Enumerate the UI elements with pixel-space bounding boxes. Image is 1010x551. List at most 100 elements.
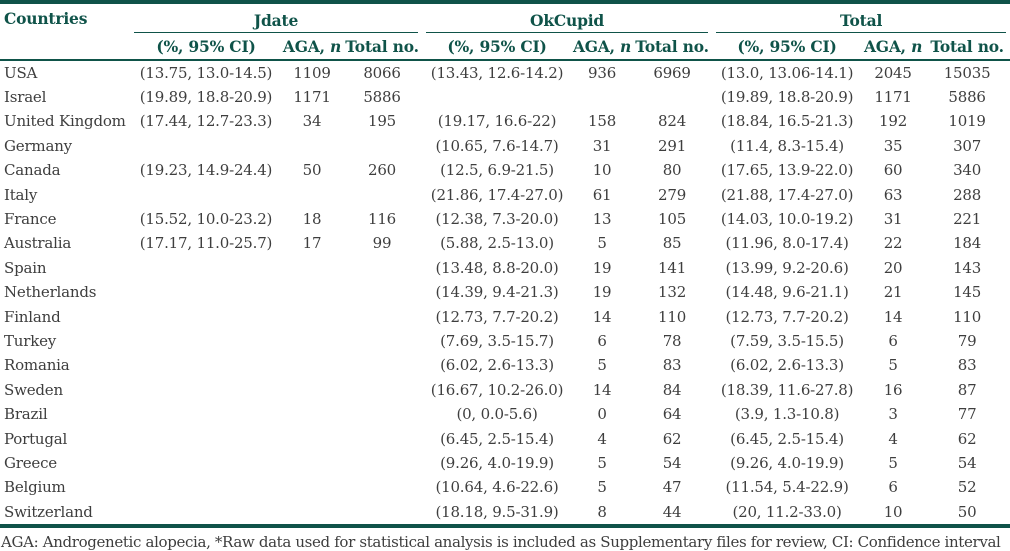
country-cell: Switzerland <box>4 502 93 521</box>
total-subheader-total-no: Total no. <box>924 33 1010 61</box>
jdate-subheader-total-no: Total no. <box>342 33 423 61</box>
jdate-ci-cell <box>130 256 282 280</box>
total-aga-cell: 20 <box>883 258 903 277</box>
table-row: Brazil (0, 0.0-5.6) 0 64 (3.9, 1.3-10.8)… <box>0 402 1010 426</box>
group-label-okcupid: OkCupid <box>530 11 605 30</box>
total-totalno-cell: 221 <box>953 210 982 229</box>
jdate-aga-cell <box>282 305 342 329</box>
okcupid-ci-cell: (19.17, 16.6-22) <box>437 112 557 131</box>
okcupid-subheader-total-no: Total no. <box>632 33 713 61</box>
total-ci-cell: (11.54, 5.4-22.9) <box>725 478 849 497</box>
jdate-aga-cell: 1109 <box>293 63 331 82</box>
okcupid-totalno-cell: 110 <box>658 307 687 326</box>
total-ci-cell: (13.99, 9.2-20.6) <box>725 258 849 277</box>
country-cell: Greece <box>4 453 57 472</box>
okcupid-aga-cell: 10 <box>592 161 612 180</box>
group-header-row: Countries Jdate OkCupid Total <box>0 2 1010 61</box>
okcupid-ci-cell <box>422 85 572 109</box>
jdate-totalno-cell <box>342 378 422 402</box>
group-header-okcupid: OkCupid <box>422 2 712 33</box>
table-row: Netherlands (14.39, 9.4-21.3) 19 132 (14… <box>0 281 1010 305</box>
country-cell: Spain <box>4 258 47 277</box>
aga-label: AGA, <box>863 36 912 56</box>
jdate-totalno-cell: 8066 <box>363 63 401 82</box>
table-body: USA (13.75, 13.0-14.5) 1109 8066 (13.43,… <box>0 60 1010 526</box>
okcupid-totalno-cell: 85 <box>662 234 682 253</box>
table-row: Romania (6.02, 2.6-13.3) 5 83 (6.02, 2.6… <box>0 354 1010 378</box>
okcupid-ci-cell: (9.26, 4.0-19.9) <box>440 453 554 472</box>
jdate-aga-cell: 17 <box>302 234 322 253</box>
jdate-ci-cell <box>130 305 282 329</box>
jdate-totalno-cell <box>342 134 422 158</box>
jdate-ci-cell <box>130 354 282 378</box>
group-header-total: Total <box>712 2 1010 33</box>
table-row: Turkey (7.69, 3.5-15.7) 6 78 (7.59, 3.5-… <box>0 329 1010 353</box>
table-row: Spain (13.48, 8.8-20.0) 19 141 (13.99, 9… <box>0 256 1010 280</box>
okcupid-aga-cell: 14 <box>592 380 612 399</box>
okcupid-totalno-cell: 78 <box>662 331 682 350</box>
okcupid-ci-cell: (12.5, 6.9-21.5) <box>440 161 554 180</box>
okcupid-aga-cell: 158 <box>588 112 617 131</box>
total-totalno-cell: 62 <box>957 429 977 448</box>
okcupid-totalno-cell: 824 <box>658 112 687 131</box>
total-totalno-cell: 15035 <box>943 63 991 82</box>
jdate-ci-cell: (19.23, 14.9-24.4) <box>139 161 273 180</box>
okcupid-totalno-cell: 80 <box>662 161 682 180</box>
jdate-totalno-cell <box>342 281 422 305</box>
column-header-countries: Countries <box>0 2 130 61</box>
okcupid-aga-cell: 31 <box>592 136 612 155</box>
jdate-totalno-cell <box>342 183 422 207</box>
okcupid-totalno-cell: 141 <box>658 258 687 277</box>
total-ci-cell: (9.26, 4.0-19.9) <box>730 453 844 472</box>
jdate-aga-cell <box>282 427 342 451</box>
jdate-ci-cell <box>130 183 282 207</box>
country-cell: France <box>4 210 57 229</box>
okcupid-ci-cell: (5.88, 2.5-13.0) <box>440 234 554 253</box>
okcupid-ci-cell: (6.02, 2.6-13.3) <box>440 356 554 375</box>
okcupid-subheader-ci: (%, 95% CI) <box>422 33 573 61</box>
okcupid-aga-cell: 14 <box>592 307 612 326</box>
okcupid-totalno-cell: 291 <box>658 136 687 155</box>
jdate-totalno-cell <box>342 500 422 526</box>
total-totalno-cell: 79 <box>957 331 977 350</box>
total-aga-cell: 2045 <box>874 63 912 82</box>
okcupid-aga-cell: 61 <box>592 185 612 204</box>
country-cell: Netherlands <box>4 283 97 302</box>
total-ci-cell: (14.48, 9.6-21.1) <box>725 283 849 302</box>
table-row: Switzerland (18.18, 9.5-31.9) 8 44 (20, … <box>0 500 1010 526</box>
jdate-ci-cell <box>130 451 282 475</box>
okcupid-totalno-cell: 105 <box>658 210 687 229</box>
okcupid-aga-cell: 5 <box>597 453 607 472</box>
jdate-ci-cell <box>130 329 282 353</box>
okcupid-ci-cell: (7.69, 3.5-15.7) <box>440 331 554 350</box>
total-totalno-cell: 50 <box>957 502 977 521</box>
total-totalno-cell: 87 <box>957 380 977 399</box>
total-aga-cell: 5 <box>888 453 898 472</box>
jdate-ci-cell <box>130 134 282 158</box>
table-row: Finland (12.73, 7.7-20.2) 14 110 (12.73,… <box>0 305 1010 329</box>
subheader-row: (%, 95% CI) AGA, n Total no. (%, 95% CI)… <box>0 33 1010 61</box>
country-cell: Australia <box>4 234 72 253</box>
okcupid-totalno-cell: 279 <box>658 185 687 204</box>
jdate-totalno-cell: 116 <box>368 210 397 229</box>
okcupid-aga-cell: 5 <box>597 234 607 253</box>
jdate-ci-cell <box>130 476 282 500</box>
total-ci-cell: (18.39, 11.6-27.8) <box>720 380 854 399</box>
okcupid-aga-cell: 936 <box>588 63 617 82</box>
country-cell: Finland <box>4 307 61 326</box>
total-ci-cell: (21.88, 17.4-27.0) <box>720 185 854 204</box>
okcupid-ci-cell: (16.67, 10.2-26.0) <box>430 380 564 399</box>
total-aga-cell: 63 <box>883 185 903 204</box>
country-cell: USA <box>4 63 38 82</box>
total-totalno-cell: 1019 <box>948 112 986 131</box>
country-cell: Italy <box>4 185 38 204</box>
jdate-subheader-ci: (%, 95% CI) <box>130 33 282 61</box>
total-totalno-cell: 52 <box>957 478 977 497</box>
country-cell: Portugal <box>4 429 68 448</box>
total-aga-cell: 22 <box>883 234 903 253</box>
total-ci-cell: (6.45, 2.5-15.4) <box>730 429 844 448</box>
okcupid-aga-cell: 0 <box>597 405 607 424</box>
okcupid-ci-cell: (18.18, 9.5-31.9) <box>435 502 559 521</box>
jdate-totalno-cell: 5886 <box>363 88 401 107</box>
